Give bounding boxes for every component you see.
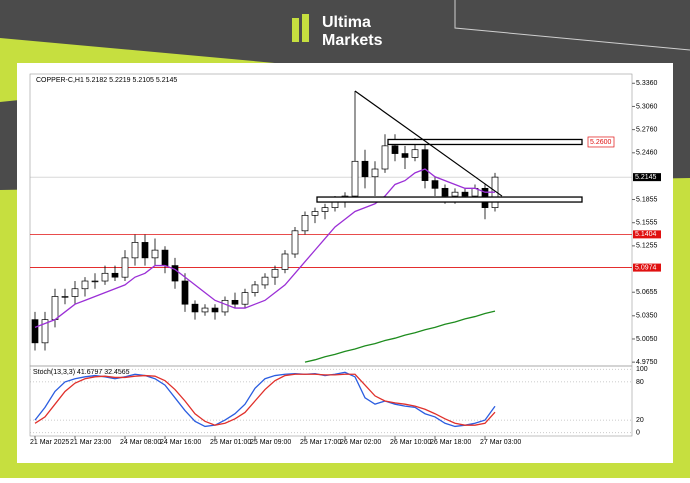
y-tick-label: 5.1255 xyxy=(636,243,658,250)
candle-body xyxy=(41,319,49,344)
y-tick-label: 20 xyxy=(636,417,644,424)
zone-label: 5.2600 xyxy=(590,139,612,146)
candle-body xyxy=(401,153,409,158)
decor-line xyxy=(454,0,690,51)
chart-panel xyxy=(17,63,673,463)
x-tick-label: 24 Mar 08:00 xyxy=(120,439,161,446)
candle-body xyxy=(371,168,379,178)
candle-body xyxy=(191,303,199,313)
zone xyxy=(387,138,583,146)
y-tick-label: 4.9750 xyxy=(636,359,658,366)
candle-body xyxy=(111,272,119,278)
x-tick-label: 25 Mar 09:00 xyxy=(250,439,291,446)
level-label: 5.1404 xyxy=(635,231,657,238)
stoch-line xyxy=(34,371,496,428)
candle-body xyxy=(181,280,189,305)
level-tag xyxy=(633,230,661,239)
x-tick-label: 24 Mar 16:00 xyxy=(160,439,201,446)
candle-body xyxy=(31,319,39,344)
candle-body xyxy=(201,307,209,313)
x-tick-label: 26 Mar 18:00 xyxy=(430,439,471,446)
y-tick-label: 5.3060 xyxy=(636,103,658,110)
stoch-line xyxy=(34,373,496,426)
candle-body xyxy=(141,242,149,259)
candle-body xyxy=(421,149,429,181)
candle-body xyxy=(361,160,369,178)
candle-body xyxy=(451,191,459,197)
y-tick-label: 5.0350 xyxy=(636,313,658,320)
brand: Markets xyxy=(322,32,383,49)
y-tick-label: 5.1855 xyxy=(636,196,658,203)
candle-body xyxy=(61,296,69,298)
x-tick-label: 25 Mar 01:00 xyxy=(210,439,251,446)
logo-mark xyxy=(292,18,299,42)
moving-average xyxy=(34,168,495,328)
chart-title: COPPER-C,H1 5.2182 5.2219 5.2105 5.2145 xyxy=(36,77,177,84)
candle-body xyxy=(101,272,109,282)
y-tick-label: 0 xyxy=(636,430,640,437)
candle-body xyxy=(351,160,359,197)
candle-body xyxy=(411,149,419,158)
x-tick-label: 26 Mar 02:00 xyxy=(340,439,381,446)
candle-body xyxy=(51,296,59,321)
candle-body xyxy=(291,230,299,255)
candle-body xyxy=(231,299,239,305)
candle-body xyxy=(131,242,139,259)
candle-body xyxy=(441,187,449,197)
candle-body xyxy=(271,269,279,278)
zone xyxy=(316,196,583,203)
candle-body xyxy=(71,288,79,297)
x-tick-label: 26 Mar 10:00 xyxy=(390,439,431,446)
candle-body xyxy=(121,257,129,278)
candle-body xyxy=(281,253,289,270)
candle-body xyxy=(311,211,319,216)
x-tick-label: 21 Mar 2025 xyxy=(30,439,69,446)
candle-body xyxy=(431,180,439,189)
logo-mark xyxy=(302,14,309,42)
candle-body xyxy=(321,207,329,212)
candle-body xyxy=(221,299,229,313)
candle-body xyxy=(261,276,269,286)
y-tick-label: 5.0655 xyxy=(636,289,658,296)
trendline xyxy=(354,90,503,197)
brand: Ultima xyxy=(322,14,371,31)
candle-body xyxy=(171,265,179,282)
level-label: 5.0974 xyxy=(635,264,657,271)
y-tick-label: 80 xyxy=(636,379,644,386)
level-tag xyxy=(633,263,661,272)
candle-body xyxy=(241,292,249,305)
x-tick-label: 27 Mar 03:00 xyxy=(480,439,521,446)
candle-body xyxy=(161,249,169,266)
y-tick-label: 5.0050 xyxy=(636,336,658,343)
x-tick-label: 21 Mar 23:00 xyxy=(70,439,111,446)
candle-body xyxy=(211,307,219,313)
moving-average xyxy=(304,310,496,363)
x-tick-label: 25 Mar 17:00 xyxy=(300,439,341,446)
candle-body xyxy=(151,249,159,259)
candle-body xyxy=(91,280,99,283)
plot-frame xyxy=(29,365,633,437)
y-tick-label: 5.3360 xyxy=(636,80,658,87)
y-tick-label: 5.2460 xyxy=(636,150,658,157)
candle-body xyxy=(391,145,399,154)
candle-body xyxy=(301,215,309,232)
current-price-label: 5.2145 xyxy=(635,174,657,181)
current-price-tag xyxy=(633,173,661,182)
y-tick-label: 5.1555 xyxy=(636,220,658,227)
candle-body xyxy=(251,284,259,293)
candle-body xyxy=(81,280,89,290)
candle-body xyxy=(461,191,469,197)
candle-body xyxy=(381,145,389,170)
indicator-title: Stoch(13,3,3) 41.6797 32.4565 xyxy=(33,369,130,376)
zone-tag xyxy=(587,136,615,148)
y-tick-label: 5.2760 xyxy=(636,126,658,133)
y-tick-label: 100 xyxy=(636,366,648,373)
